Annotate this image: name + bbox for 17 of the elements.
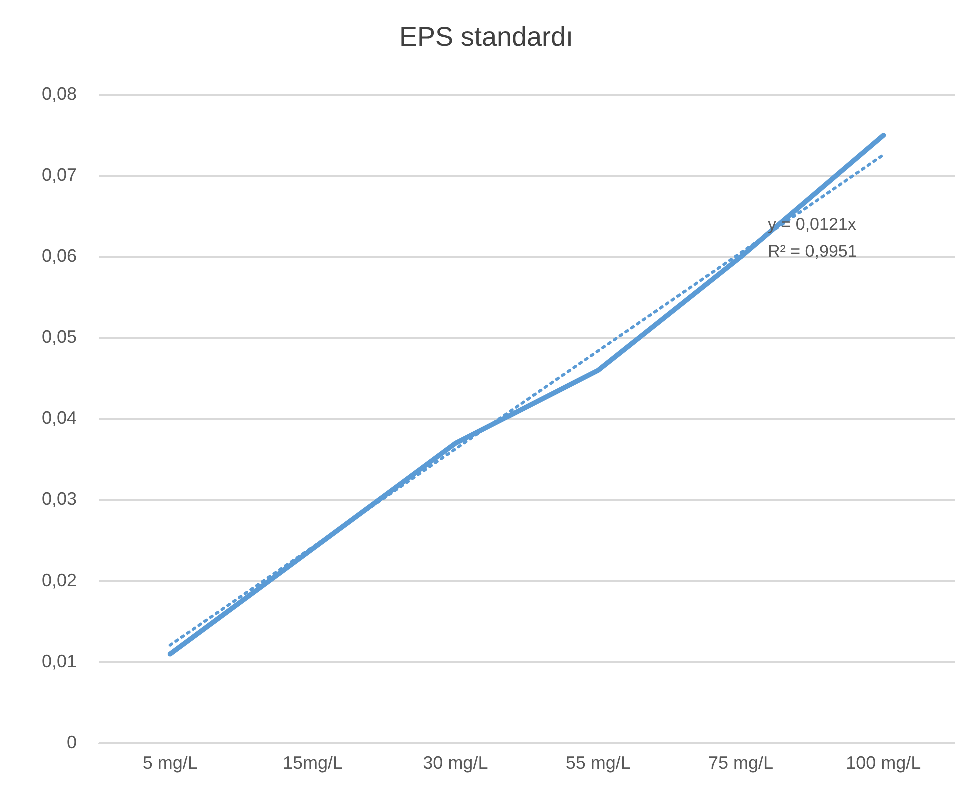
chart-title: EPS standardı xyxy=(398,22,575,53)
y-tick-label: 0,01 xyxy=(42,651,78,672)
x-tick-label: 75 mg/L xyxy=(708,753,774,774)
y-tick-label: 0,04 xyxy=(42,408,78,428)
y-tick-label: 0,06 xyxy=(42,246,78,266)
x-tick-label: 55 mg/L xyxy=(566,753,631,774)
x-tick-label: 100 mg/L xyxy=(846,753,922,774)
y-tick-label: 0,05 xyxy=(42,327,78,348)
y-tick-label: 0,02 xyxy=(42,570,78,590)
x-tick-label: 30 mg/L xyxy=(423,753,488,774)
y-tick-label: 0,07 xyxy=(42,165,78,186)
x-tick-label: 5 mg/L xyxy=(142,753,198,774)
x-tick-label: 15mg/L xyxy=(283,753,344,774)
y-tick-label: 0,08 xyxy=(42,84,78,104)
y-tick-label: 0 xyxy=(67,732,78,752)
y-tick-label: 0,03 xyxy=(42,489,78,510)
annotation: R² = 0,9951 xyxy=(768,241,858,263)
